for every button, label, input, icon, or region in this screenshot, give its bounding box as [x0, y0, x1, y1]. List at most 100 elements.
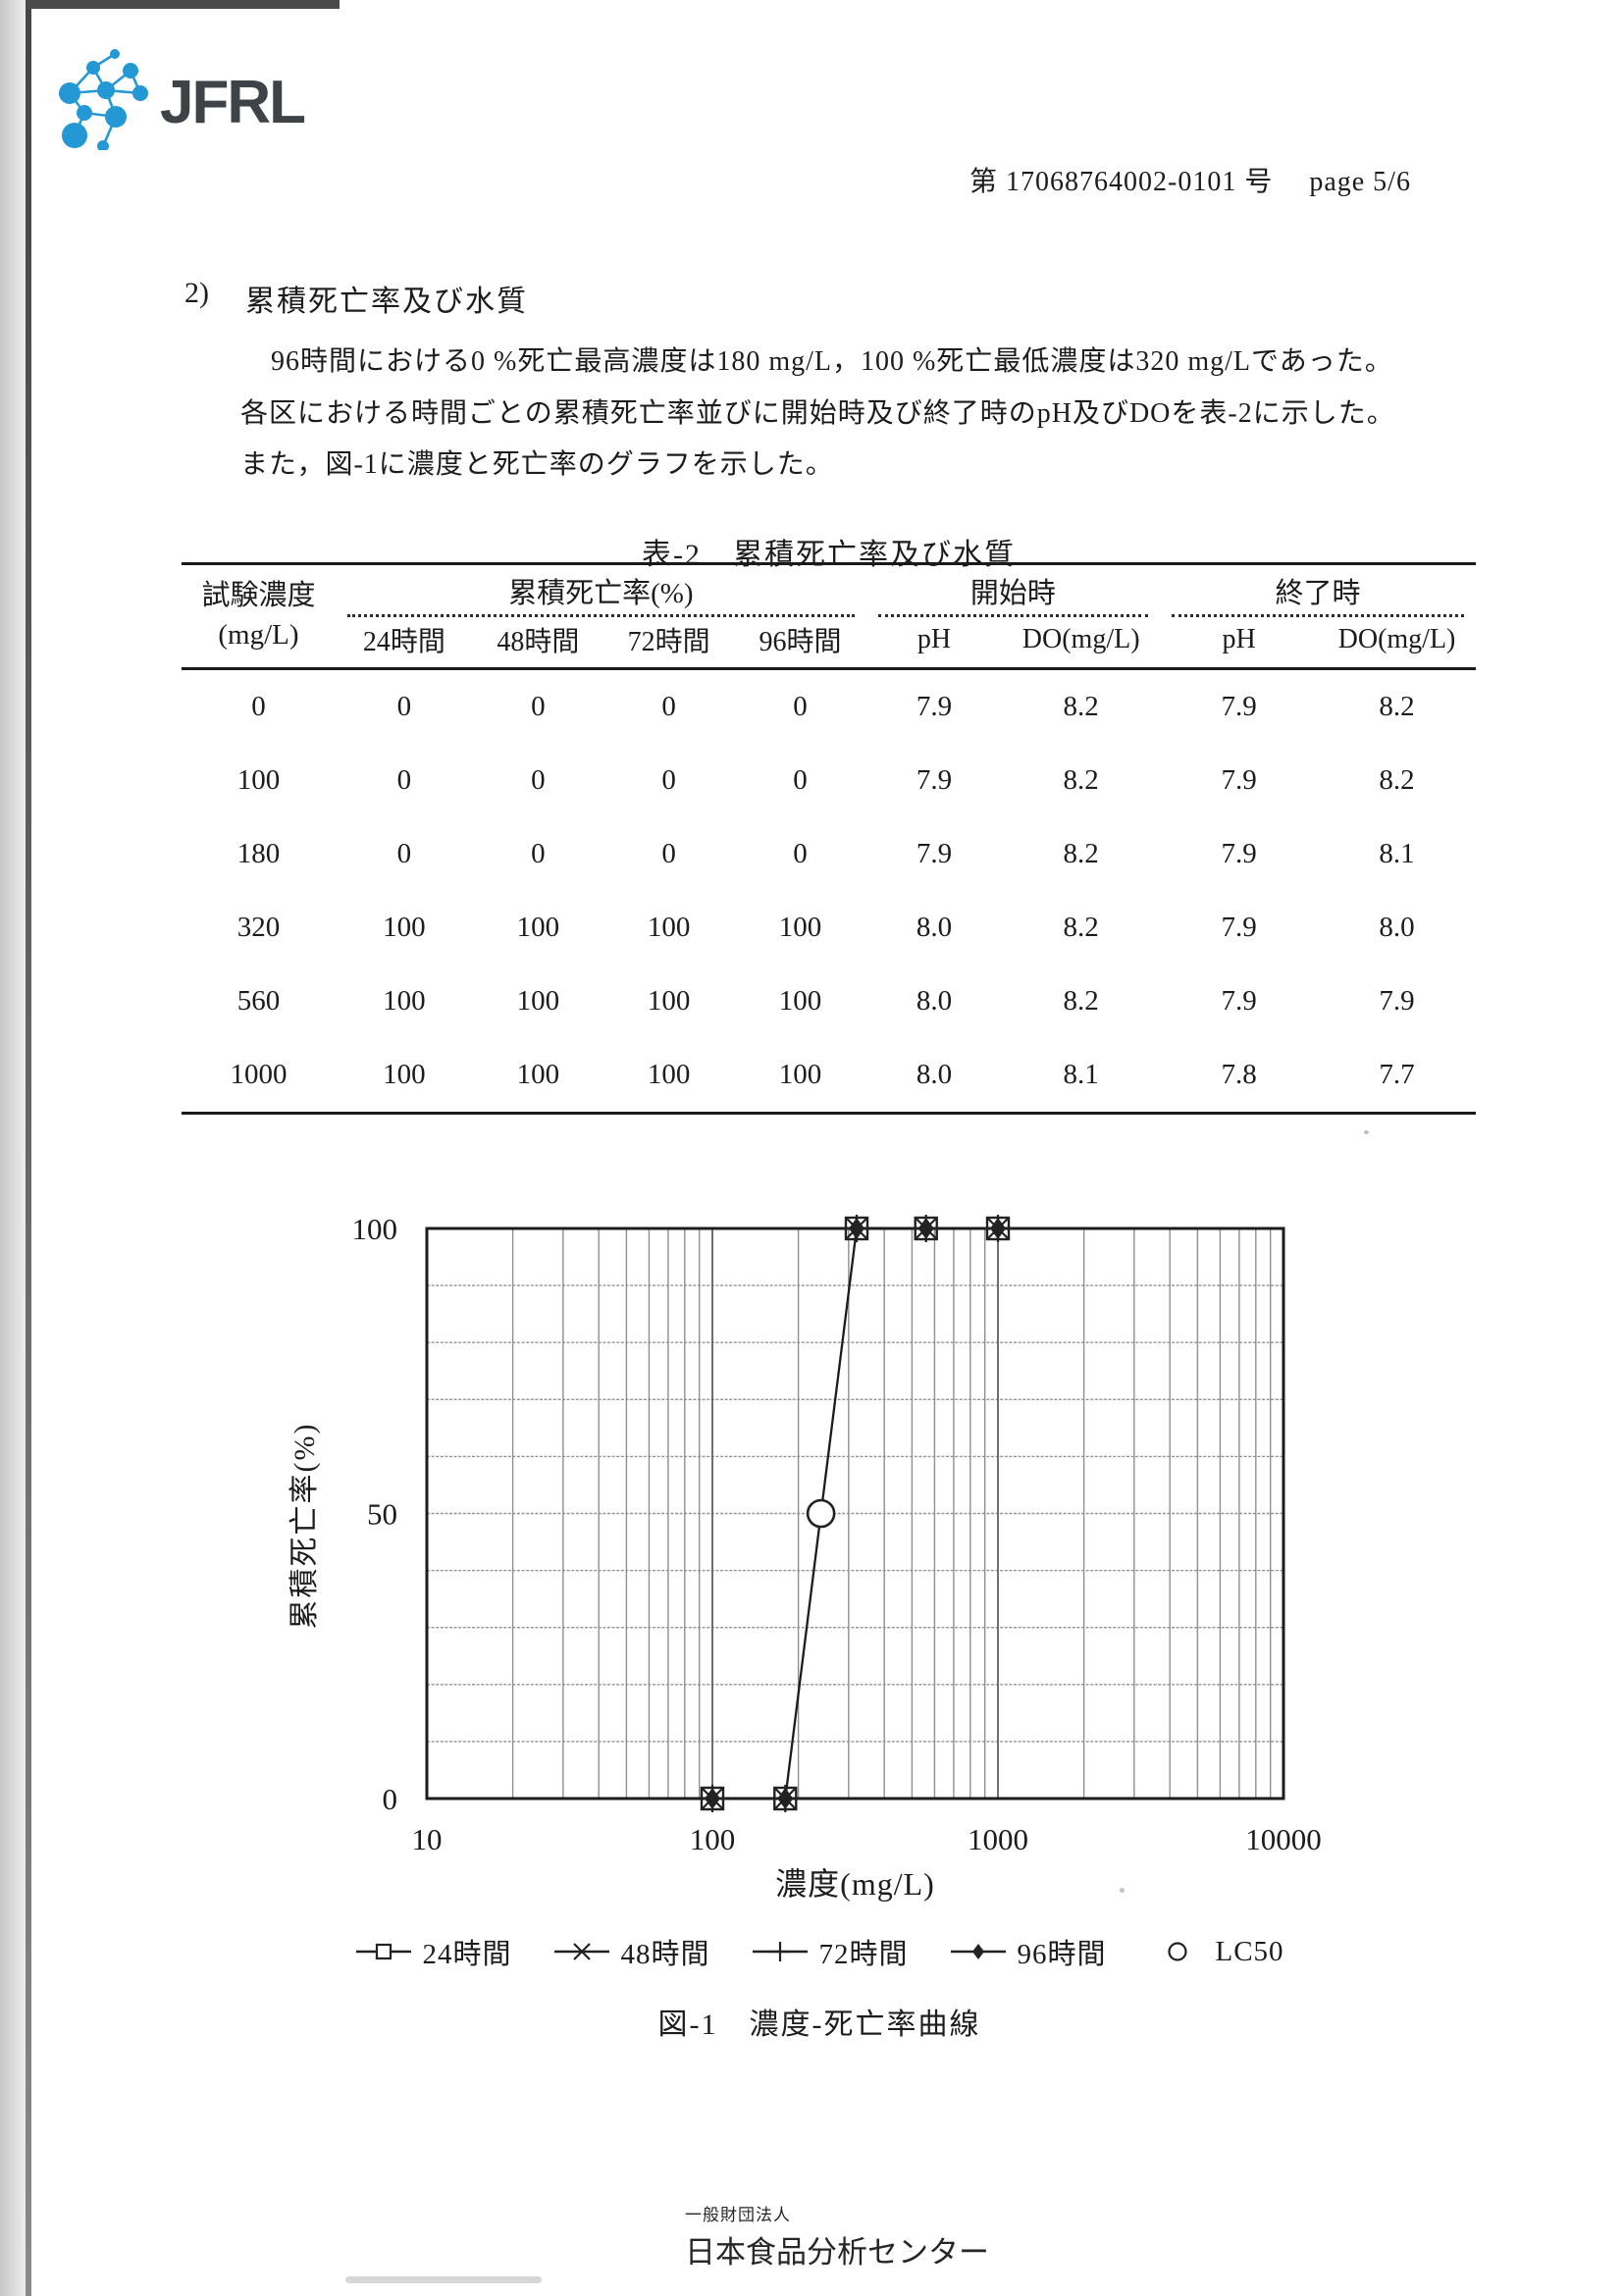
marker-diamond: [777, 1788, 794, 1809]
x-tick-label: 1000: [968, 1822, 1028, 1856]
table-cell: 0: [793, 764, 808, 796]
table-cell: 8.2: [1379, 691, 1415, 722]
marker-diamond: [848, 1218, 864, 1239]
chart-legend: 24時間 48時間 72時間 96時間 LC50: [245, 1931, 1393, 1972]
paragraph-line: また，図-1に濃度と死亡率のグラフを示した。: [240, 449, 834, 480]
scan-speck: [1364, 1130, 1369, 1134]
legend-marker-square-icon: [356, 1943, 412, 1960]
dotted-rule: [346, 614, 855, 617]
legend-label: 48時間: [620, 1939, 710, 1970]
paragraph-line: 各区における時間ごとの累積死亡率並びに開始時及び終了時のpH及びDOを表-2に示…: [240, 398, 1395, 429]
legend-item: 48時間: [552, 1931, 709, 1972]
table-subheader-row: 24時間 48時間 72時間 96時間 pH DO(mg/L) pH DO(mg…: [182, 615, 1476, 669]
table-cell: 7.9: [1221, 764, 1257, 796]
marker-lc50-circle: [806, 1498, 836, 1529]
header-group-mortality: 累積死亡率(%): [336, 564, 866, 617]
table-row: 100 0 0 0 0 7.9 8.2 7.9 8.2: [182, 744, 1476, 817]
scan-speck: [1120, 1888, 1125, 1893]
table-cell: 0: [793, 691, 808, 722]
table-cell: 0: [396, 764, 412, 796]
table-title: 表-2 累積死亡率及び水質: [642, 539, 1016, 571]
x-axis-label: 濃度(mg/L): [775, 1866, 935, 1902]
document-number: 第 17068764002-0101 号 page 5/6: [969, 167, 1411, 197]
legend-item: 24時間: [354, 1931, 511, 1972]
table-cell: 0: [251, 691, 266, 722]
table-cell: 8.0: [916, 912, 953, 943]
table-cell: 100: [516, 912, 560, 943]
dotted-rule: [877, 614, 1149, 617]
table-cell: 8.0: [916, 985, 953, 1017]
table-cell: 100: [516, 1059, 560, 1090]
section-number: 2): [184, 277, 209, 309]
table-cell: 7.9: [916, 691, 953, 722]
footer-org-name: 日本食品分析センター: [685, 2235, 989, 2270]
table-cell: 8.2: [1063, 764, 1099, 796]
header-group-start: 開始時: [866, 564, 1160, 617]
legend-marker-circle-icon: [1167, 1942, 1187, 1961]
jfrl-network-icon: [59, 49, 148, 150]
header-do-start: DO(mg/L): [1021, 624, 1140, 654]
x-tick-label: 100: [690, 1822, 736, 1856]
footer-organization: 一般財団法人 日本食品分析センター: [685, 2201, 989, 2271]
table-cell: 8.2: [1063, 985, 1099, 1017]
table-cell: 100: [647, 912, 691, 943]
table-cell: 7.9: [916, 838, 953, 869]
table-cell: 0: [661, 691, 676, 722]
table-cell: 8.1: [1063, 1059, 1099, 1090]
table-row: 180 0 0 0 0 7.9 8.2 7.9 8.1: [182, 817, 1476, 891]
table-cell: 8.0: [1379, 912, 1415, 943]
header-96h: 96時間: [759, 627, 842, 657]
legend-marker-x-icon: [554, 1943, 610, 1960]
mortality-chart: 0 50 100 10 100 1000 10000 累積死亡率(%) 濃度(mg/L): [245, 1202, 1393, 1948]
legend-label: 96時間: [1017, 1939, 1107, 1970]
table-cell: 7.9: [916, 764, 953, 796]
legend-item: 72時間: [751, 1931, 908, 1972]
table-row: 560 100 100 100 100 8.0 8.2 7.9 7.9: [182, 965, 1476, 1038]
table-row: 320 100 100 100 100 8.0 8.2 7.9 8.0: [182, 891, 1476, 965]
table-cell: 7.9: [1221, 838, 1257, 869]
x-tick-label: 10: [412, 1822, 443, 1856]
table-cell: 0: [661, 838, 676, 869]
table-cell: 8.2: [1063, 912, 1099, 943]
legend-label: 72時間: [818, 1939, 909, 1970]
table-cell: 7.9: [1221, 985, 1257, 1017]
table-cell: 0: [531, 691, 546, 722]
section-title: 累積死亡率及び水質: [245, 286, 528, 318]
scan-smudge: [345, 2276, 542, 2283]
concentration-mortality-plot: 0 50 100 10 100 1000 10000 累積死亡率(%) 濃度(mg/L): [288, 1212, 1322, 1902]
table-cell: 7.9: [1379, 985, 1415, 1017]
chart-caption: 図-1 濃度-死亡率曲線: [657, 2009, 981, 2041]
scan-top-edge: [26, 0, 340, 9]
table-cell: 7.9: [1221, 691, 1257, 722]
table-cell: 100: [778, 1059, 822, 1090]
table-cell: 0: [531, 838, 546, 869]
table-cell: 100: [236, 764, 281, 796]
table-cell: 0: [396, 838, 412, 869]
y-tick-label: 100: [352, 1212, 398, 1246]
table-cell: 0: [661, 764, 676, 796]
marker-diamond: [917, 1218, 934, 1239]
table-cell: 8.2: [1379, 764, 1415, 796]
header-ph-end: pH: [1222, 624, 1256, 654]
footer-org-type: 一般財団法人: [685, 2206, 791, 2224]
marker-diamond: [705, 1788, 720, 1809]
table-row: 1000 100 100 100 100 8.0 8.1 7.8 7.7: [182, 1038, 1476, 1114]
y-tick-label: 50: [367, 1497, 397, 1532]
table-cell: 8.2: [1063, 838, 1099, 869]
header-concentration-label: 試験濃度: [201, 580, 316, 611]
table-cell: 100: [778, 912, 822, 943]
paragraph-line: 96時間における0 %死亡最高濃度は180 mg/L，100 %死亡最低濃度は3…: [271, 346, 1393, 377]
table-cell: 8.2: [1063, 691, 1099, 722]
legend-item: 96時間: [949, 1931, 1106, 1972]
table-cell: 7.7: [1379, 1059, 1415, 1090]
legend-marker-diamond-icon: [951, 1944, 1007, 1959]
legend-label: LC50: [1215, 1935, 1284, 1967]
logo-text: JFRL: [160, 68, 306, 136]
y-axis-label: 累積死亡率(%): [288, 1423, 321, 1630]
table-cell: 0: [793, 838, 808, 869]
legend-item: LC50: [1148, 1936, 1284, 1968]
table-cell: 100: [647, 985, 691, 1017]
table-cell: 7.8: [1221, 1059, 1257, 1090]
table-cell: 100: [383, 1059, 426, 1090]
scan-edge-line: [26, 0, 31, 2296]
